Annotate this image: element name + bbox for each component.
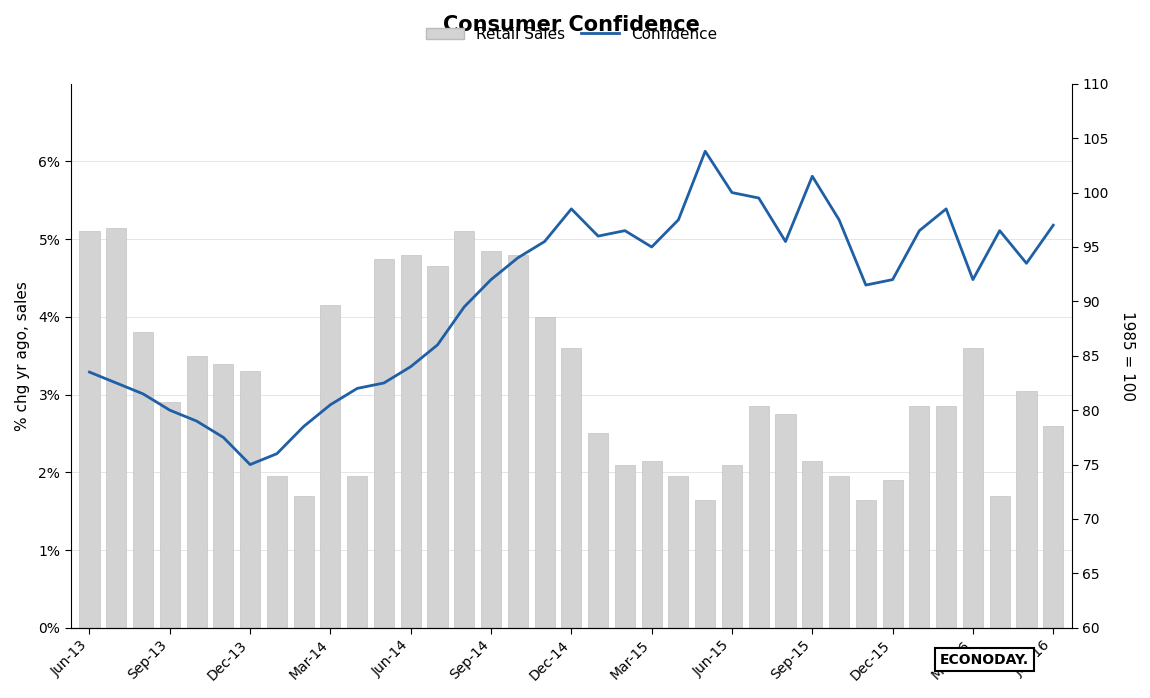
Bar [990, 496, 1010, 628]
Bar [829, 476, 849, 628]
Bar [267, 476, 286, 628]
Bar [213, 364, 233, 628]
Title: Consumer Confidence: Consumer Confidence [443, 15, 700, 35]
Bar [508, 255, 528, 628]
Bar [186, 356, 207, 628]
Bar [803, 461, 822, 628]
Bar [454, 232, 474, 628]
Bar [321, 305, 340, 628]
Bar [106, 228, 126, 628]
Bar [775, 414, 796, 628]
Bar [749, 406, 769, 628]
Bar [400, 255, 421, 628]
Bar [160, 403, 179, 628]
Bar [588, 433, 608, 628]
Bar [561, 348, 582, 628]
Bar [428, 267, 447, 628]
Bar [79, 232, 100, 628]
Legend: Retail Sales, Confidence: Retail Sales, Confidence [420, 21, 723, 48]
Bar [722, 465, 742, 628]
Bar [856, 500, 876, 628]
Bar [668, 476, 689, 628]
Bar [535, 317, 554, 628]
Bar [293, 496, 314, 628]
Bar [615, 465, 635, 628]
Bar [696, 500, 715, 628]
Y-axis label: 1985 = 100: 1985 = 100 [1120, 311, 1135, 401]
Text: ECONODAY.: ECONODAY. [941, 653, 1029, 667]
Bar [882, 480, 903, 628]
Bar [963, 348, 983, 628]
Y-axis label: % chg yr ago, sales: % chg yr ago, sales [15, 281, 30, 431]
Bar [910, 406, 929, 628]
Bar [1017, 391, 1036, 628]
Bar [240, 371, 260, 628]
Bar [374, 259, 394, 628]
Bar [133, 332, 153, 628]
Bar [347, 476, 367, 628]
Bar [936, 406, 956, 628]
Bar [481, 251, 501, 628]
Bar [642, 461, 661, 628]
Bar [1043, 426, 1064, 628]
